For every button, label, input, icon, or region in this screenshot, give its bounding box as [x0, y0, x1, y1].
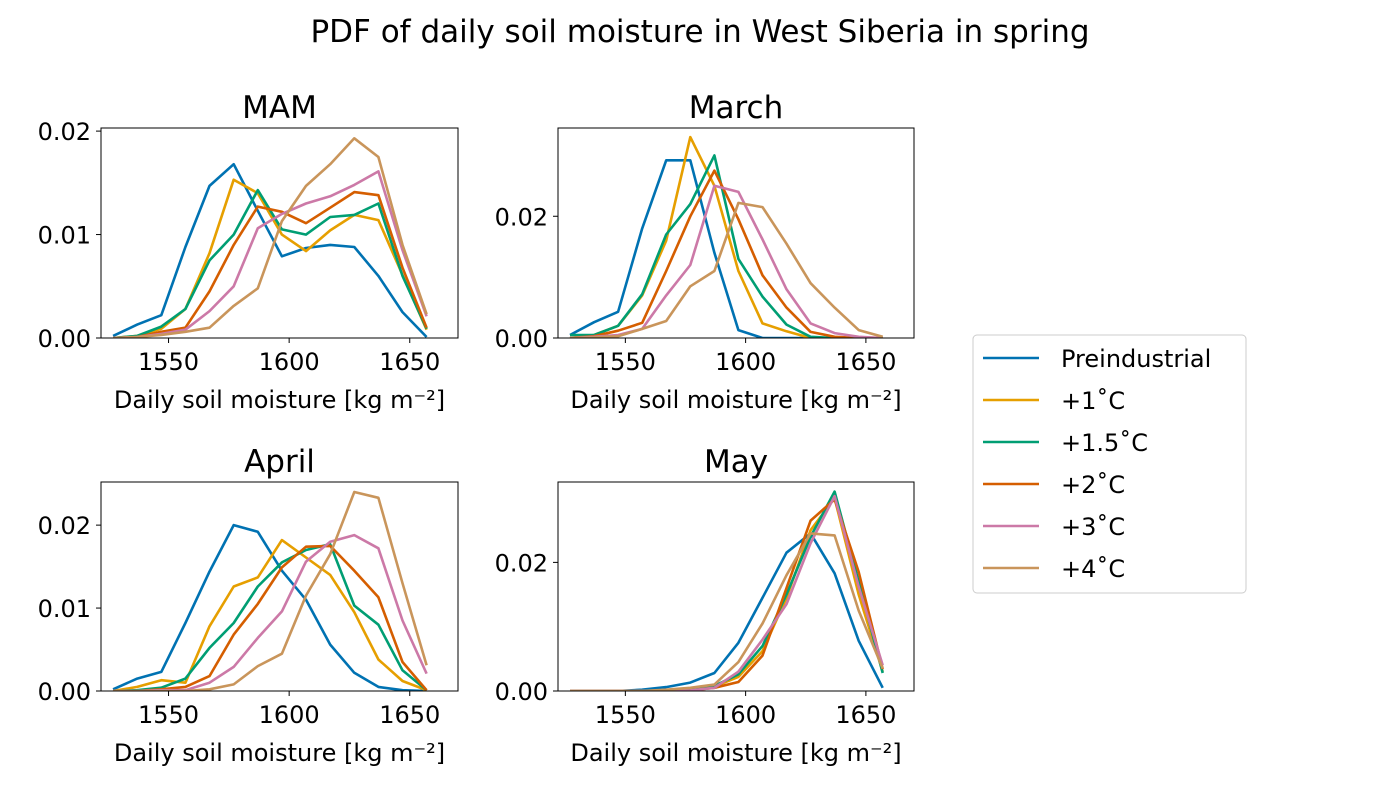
x-axis-label: Daily soil moisture [kg m⁻²] — [570, 739, 901, 767]
series-line-3 — [113, 542, 428, 691]
series-lines — [570, 490, 884, 691]
subplot-title: April — [244, 444, 315, 480]
x-tick-label: 1550 — [138, 348, 199, 376]
legend-entry: +1˚C — [983, 387, 1125, 415]
series-line-3 — [570, 490, 884, 691]
x-tick-label: 1550 — [595, 701, 656, 729]
series-line-4 — [569, 169, 883, 338]
series-lines — [112, 490, 428, 691]
legend-frame — [972, 334, 1247, 594]
x-tick-label: 1600 — [259, 701, 320, 729]
series-line-4 — [113, 544, 428, 691]
axes-frame — [100, 481, 459, 692]
series-line-6 — [113, 137, 428, 338]
subplot-title: MAM — [242, 90, 317, 126]
y-tick-label: 0.01 — [38, 595, 91, 623]
series-line-5 — [570, 494, 884, 691]
y-tick-label: 0.00 — [495, 678, 548, 706]
panels: MAM 1550 1600 1650 0.00 0.01 0.02 Daily soil mo… — [38, 90, 915, 767]
series-lines — [112, 137, 428, 338]
legend-entry: +3˚C — [983, 513, 1125, 541]
axes-frame — [557, 481, 915, 692]
series-line-6 — [113, 490, 428, 691]
axes-frame — [557, 127, 915, 339]
legend-entry: +1.5˚C — [983, 429, 1148, 457]
series-line-2 — [112, 178, 428, 338]
x-tick-label: 1550 — [138, 701, 199, 729]
x-tick-label: 1650 — [379, 348, 440, 376]
subplot-title: March — [689, 90, 784, 126]
legend-label: +1.5˚C — [1061, 429, 1148, 457]
legend-label: +4˚C — [1061, 555, 1125, 583]
legend-entry: +4˚C — [983, 555, 1125, 583]
y-tick-label: 0.00 — [38, 678, 91, 706]
x-tick-label: 1600 — [715, 348, 776, 376]
axes-frame — [100, 127, 459, 339]
legend: Preindustrial +1˚C +1.5˚C +2˚C +3˚C +4˚C — [972, 334, 1247, 594]
x-tick-label: 1650 — [835, 701, 896, 729]
series-line-2 — [112, 538, 428, 691]
series-line-2 — [570, 496, 884, 691]
y-tick-label: 0.02 — [495, 549, 548, 577]
x-tick-label: 1550 — [595, 348, 656, 376]
series-line-1 — [112, 162, 428, 338]
series-lines — [569, 135, 884, 338]
x-tick-label: 1600 — [715, 701, 776, 729]
x-tick-label: 1600 — [259, 348, 320, 376]
legend-label: Preindustrial — [1061, 345, 1211, 373]
subplot-4: May 1550 1600 1650 0.00 0.02 Daily soil moistu… — [495, 444, 915, 767]
legend-label: +3˚C — [1061, 513, 1125, 541]
series-line-1 — [570, 532, 884, 691]
y-tick-label: 0.02 — [495, 203, 548, 231]
legend-entry: +2˚C — [983, 471, 1125, 499]
subplot-title: May — [704, 444, 768, 480]
y-tick-label: 0.01 — [38, 222, 91, 250]
x-axis-label: Daily soil moisture [kg m⁻²] — [114, 386, 445, 414]
y-tick-label: 0.02 — [38, 512, 91, 540]
x-axis-label: Daily soil moisture [kg m⁻²] — [114, 739, 445, 767]
subplot-1: MAM 1550 1600 1650 0.00 0.01 0.02 Daily soil mo… — [38, 90, 459, 414]
subplot-2: March 1550 1600 1650 0.00 0.02 Daily soil mois… — [495, 90, 915, 414]
series-line-4 — [113, 190, 428, 338]
series-line-6 — [569, 201, 884, 338]
series-line-6 — [570, 532, 884, 691]
series-line-1 — [569, 159, 883, 338]
y-tick-label: 0.00 — [38, 325, 91, 353]
legend-label: +1˚C — [1061, 387, 1125, 415]
subplot-3: April 1550 1600 1650 0.00 0.01 0.02 Daily soil … — [38, 444, 459, 767]
x-tick-label: 1650 — [835, 348, 896, 376]
legend-label: +2˚C — [1061, 471, 1125, 499]
x-axis-label: Daily soil moisture [kg m⁻²] — [570, 386, 901, 414]
figure-title: PDF of daily soil moisture in West Siber… — [310, 14, 1089, 50]
series-line-1 — [112, 523, 427, 691]
series-line-4 — [570, 498, 884, 691]
y-tick-label: 0.00 — [495, 325, 548, 353]
y-tick-label: 0.02 — [38, 118, 91, 146]
legend-entry: Preindustrial — [983, 345, 1211, 373]
series-line-3 — [570, 154, 883, 338]
x-tick-label: 1650 — [379, 701, 440, 729]
